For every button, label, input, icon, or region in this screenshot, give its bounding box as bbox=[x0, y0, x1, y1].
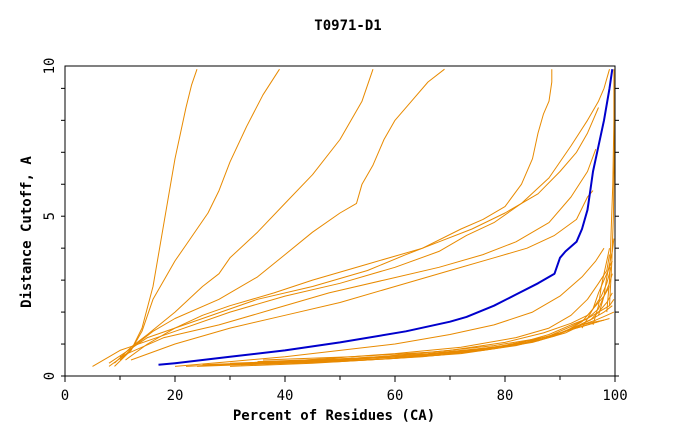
series-line-11 bbox=[185, 254, 610, 367]
y-tick-label: 10 bbox=[42, 58, 58, 75]
series-line-21 bbox=[262, 321, 599, 361]
series-line-20 bbox=[257, 319, 605, 363]
series-line-5 bbox=[125, 69, 553, 361]
x-tick-label: 40 bbox=[277, 388, 294, 404]
x-tick-label: 20 bbox=[167, 388, 184, 404]
series-line-12 bbox=[196, 267, 612, 367]
plot-frame bbox=[64, 65, 616, 377]
y-axis-label: Distance Cutoff, A bbox=[19, 156, 35, 308]
series-line-22 bbox=[592, 248, 610, 326]
x-axis-label: Percent of Residues (CA) bbox=[233, 408, 435, 424]
series-line-8 bbox=[119, 148, 597, 358]
series-line-10 bbox=[174, 247, 605, 367]
series-line-2 bbox=[114, 68, 280, 367]
x-tick-label: 100 bbox=[602, 388, 627, 404]
series-line-1 bbox=[108, 69, 198, 367]
series-line-6 bbox=[92, 69, 610, 367]
y-tick-label: 0 bbox=[42, 372, 58, 380]
series-line-25 bbox=[606, 69, 615, 313]
series-line-7 bbox=[108, 107, 599, 364]
y-tick-label: 5 bbox=[42, 212, 58, 220]
y-axis-ticks: 0 5 10 bbox=[42, 58, 619, 380]
x-axis-ticks: 0 20 40 60 80 100 bbox=[61, 376, 628, 404]
x-tick-label: 80 bbox=[497, 388, 514, 404]
series-line-18 bbox=[240, 311, 615, 366]
chart-title: T0971-D1 bbox=[314, 18, 381, 34]
x-tick-label: 60 bbox=[387, 388, 404, 404]
x-tick-label: 0 bbox=[61, 388, 69, 404]
series-line-3 bbox=[114, 69, 374, 364]
series-line-highlight bbox=[158, 69, 614, 366]
series-lines bbox=[92, 68, 616, 367]
series-line-4 bbox=[119, 68, 445, 361]
series-line-9 bbox=[130, 190, 594, 361]
series-line-13 bbox=[202, 273, 613, 366]
